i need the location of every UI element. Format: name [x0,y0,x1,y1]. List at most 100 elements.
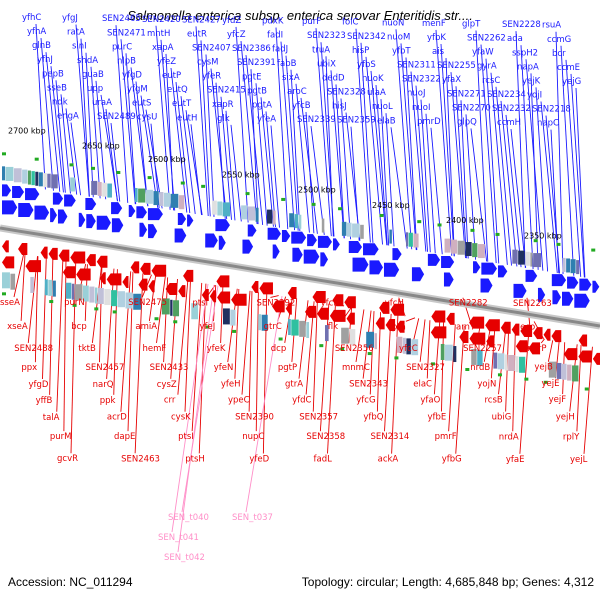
gene-label-yfaw[interactable]: yfaW [472,48,494,58]
gene-label-yfax[interactable]: yfaX [442,75,461,85]
gene-label-sen2342[interactable]: SEN2342 [347,32,386,42]
gene-label-sen2228[interactable]: SEN2228 [502,20,541,30]
gene-label-xapr[interactable]: xapR [212,100,234,110]
gene-label-acrd[interactable]: acrD [107,413,127,423]
gene-label-pepb[interactable]: pepB [42,69,64,79]
gene-label-sen2218[interactable]: SEN2218 [532,105,571,115]
gene-label-yfdc[interactable]: yfdC [292,396,311,406]
gene-label-rsua[interactable]: rsuA [542,21,561,31]
gene-label-dedd[interactable]: dedD [322,73,345,83]
gene-label-sen2427[interactable]: SEN2427 [182,15,221,25]
gene-label-sen2270[interactable]: SEN2270 [452,103,491,113]
gene-label-flk[interactable]: flk [328,322,338,332]
gene-label-uraa[interactable]: uraA [92,98,112,108]
gene-label-yeje[interactable]: yejE [542,379,560,389]
gene-label-sen2343[interactable]: SEN2343 [349,380,388,390]
gene-label-sen2471[interactable]: SEN2471 [107,28,146,38]
gene-label-yffb[interactable]: yffB [36,396,53,406]
gene-label-ptsi[interactable]: ptsI [178,432,194,442]
gene-label-sen2390[interactable]: SEN2390 [235,413,274,423]
gene-label-sen2356[interactable]: SEN2356 [335,344,374,354]
gene-label-sen2323[interactable]: SEN2323 [307,31,346,41]
gene-label-sen2358[interactable]: SEN2358 [306,432,345,442]
gene-label-folc[interactable]: folC [342,18,359,28]
rna-label-sen-t037[interactable]: SEN_t037 [232,513,273,523]
gene-label-ubix[interactable]: ubiX [317,59,336,69]
gene-label-glpq[interactable]: glpQ [457,117,477,127]
gene-label-gyra[interactable]: gyrA [477,62,497,72]
gene-label-sen2420[interactable]: SEN2420 [142,15,181,25]
gene-label-rcsc[interactable]: rcsC [482,76,500,86]
gene-label-ptsi[interactable]: ptsI [192,298,208,308]
rna-label-sen-t042[interactable]: SEN_t042 [164,553,205,563]
gene-label-yfej[interactable]: yfeJ [200,322,216,332]
gene-label-acka[interactable]: ackA [378,455,399,465]
gene-label-euth[interactable]: eutH [177,113,197,123]
gene-label-pmrd[interactable]: pmrD [417,117,441,127]
gene-label-yejg[interactable]: yejG [562,77,581,87]
gene-label-hisj[interactable]: hisJ [332,102,347,112]
gene-label-nupc[interactable]: nupC [242,432,264,442]
gene-label-yfbq[interactable]: yfbQ [363,413,383,423]
gene-label-ssph2[interactable]: sspH2 [512,48,538,58]
gene-label-yfbg[interactable]: yfbG [442,455,462,465]
gene-label-sen2232[interactable]: SEN2232 [492,104,531,114]
gene-label-fadj[interactable]: fadJ [272,45,288,55]
gene-label-glk[interactable]: glk [217,114,230,124]
gene-label-fabb[interactable]: fabB [277,59,297,69]
gene-label-sen2339[interactable]: SEN2339 [297,115,336,125]
gene-label-ada[interactable]: ada [507,34,523,44]
gene-label-sen2328[interactable]: SEN2328 [327,88,366,98]
gene-label-ccme[interactable]: ccmE [557,63,580,73]
gene-label-sen2391[interactable]: SEN2391 [237,58,276,68]
gene-label-sen2263[interactable]: SEN2263 [513,299,552,309]
gene-label-eutr[interactable]: eutR [187,29,207,39]
gene-label-sen2386[interactable]: SEN2386 [232,44,271,54]
gene-label-hemf[interactable]: hemF [143,344,167,354]
gene-label-sen2357[interactable]: SEN2357 [299,413,338,423]
gene-label-ypec[interactable]: ypeC [228,396,250,406]
gene-label-yejk[interactable]: yejK [522,76,541,86]
gene-label-hisp[interactable]: hisP [352,46,369,56]
gene-label-yfae[interactable]: yfaE [506,455,525,465]
gene-label-yfbk[interactable]: yfbK [427,33,446,43]
gene-label-yejf[interactable]: yejF [549,395,567,405]
gene-label-napc[interactable]: napC [537,119,559,129]
gene-label-sen2262[interactable]: SEN2262 [467,34,506,44]
gene-label-yfch[interactable]: yfcH [385,299,404,309]
gene-label-euts[interactable]: eutS [132,99,151,109]
gene-label-trua[interactable]: truA [312,45,330,55]
gene-label-cysu[interactable]: cysU [137,113,157,123]
gene-label-rata[interactable]: ratA [67,28,85,38]
gene-label-yfcg[interactable]: yfcG [356,395,375,405]
gene-label-mnmc[interactable]: mnmC [342,363,370,373]
gene-label-pta[interactable]: pta [392,322,406,332]
gene-label-yfcc[interactable]: yfcC [399,344,418,354]
gene-label-glnb[interactable]: glnB [32,41,51,51]
gene-label-bcp[interactable]: bcp [71,322,86,332]
gene-label-pdxk[interactable]: pdxK [262,17,284,27]
gene-label-pgtp[interactable]: pgtP [278,363,297,373]
gene-label-gtra[interactable]: gtrA [285,380,303,390]
gene-label-nlpb[interactable]: nlpB [117,56,136,66]
gene-label-ulaa[interactable]: ulaA [367,88,386,98]
gene-label-ppx[interactable]: ppx [21,363,37,373]
gene-label-tktb[interactable]: tktB [78,344,96,354]
gene-label-sen2257[interactable]: SEN2257 [463,344,502,354]
gene-label-yfgd[interactable]: yfgD [29,380,49,390]
gene-label-aroc[interactable]: aroC [287,87,307,97]
gene-label-sen2234[interactable]: SEN2234 [487,90,526,100]
gene-label-upp[interactable]: upp [87,84,103,94]
gene-label-sseb[interactable]: sseB [47,83,67,93]
gene-label-yfdz[interactable]: yfdZ [222,16,241,26]
gene-label-fadl[interactable]: fadL [314,455,333,465]
gene-label-sen2475[interactable]: SEN2475 [128,298,167,308]
gene-label-arnt[interactable]: arnT [456,322,476,332]
gene-label-yfez[interactable]: yfeZ [157,57,176,67]
gene-label-eutt[interactable]: eutT [172,99,192,109]
gene-label-pgte[interactable]: pgtE [242,72,262,82]
gene-label-sen2463[interactable]: SEN2463 [121,454,160,464]
gene-label-yojn[interactable]: yojN [477,379,496,389]
gene-label-elab[interactable]: elaB [377,116,396,126]
gene-label-rply[interactable]: rplY [563,432,580,442]
